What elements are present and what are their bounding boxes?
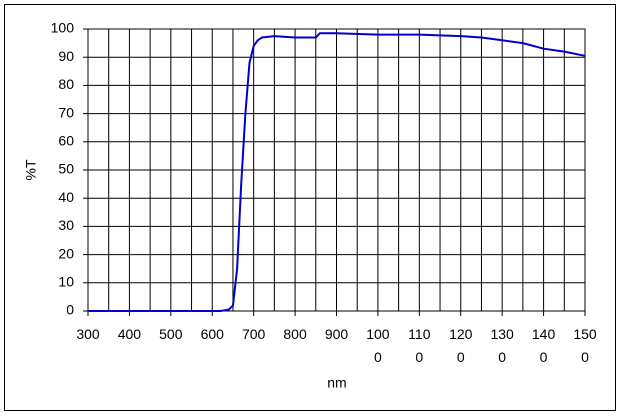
y-tick-label: 100 — [51, 20, 75, 36]
x-tick-label: 400 — [117, 326, 142, 342]
x-tick-label: 1100 — [408, 326, 431, 365]
x-tick-label: 300 — [76, 326, 100, 342]
x-tick-label: 900 — [324, 326, 349, 342]
x-axis-label: nm — [327, 375, 346, 391]
y-axis-label: %T — [23, 159, 39, 180]
y-tick-label: 0 — [66, 302, 74, 318]
y-tick-label: 60 — [58, 133, 74, 149]
plot-border — [87, 28, 586, 312]
y-tick-label: 10 — [58, 274, 74, 290]
y-tick-label: 40 — [58, 189, 74, 205]
y-tick-label: 50 — [58, 161, 74, 177]
y-tick-label: 90 — [58, 48, 74, 64]
y-tick-label: 30 — [58, 217, 74, 233]
x-tick-label: 1300 — [490, 326, 514, 365]
x-tick-label: 1400 — [531, 326, 556, 365]
x-tick-label: 1200 — [449, 326, 473, 365]
x-tick-label: 1500 — [573, 326, 597, 365]
x-tick-label: 800 — [283, 326, 307, 342]
y-tick-label: 70 — [58, 104, 74, 120]
x-tick-label: 700 — [241, 326, 266, 342]
y-tick-label: 80 — [58, 76, 74, 92]
frame — [4, 4, 616, 411]
y-tick-label: 20 — [58, 245, 74, 261]
x-tick-label: 500 — [159, 326, 183, 342]
data-line — [88, 32, 586, 312]
x-tick-label: 600 — [200, 326, 224, 342]
x-tick-label: 1000 — [366, 326, 390, 365]
